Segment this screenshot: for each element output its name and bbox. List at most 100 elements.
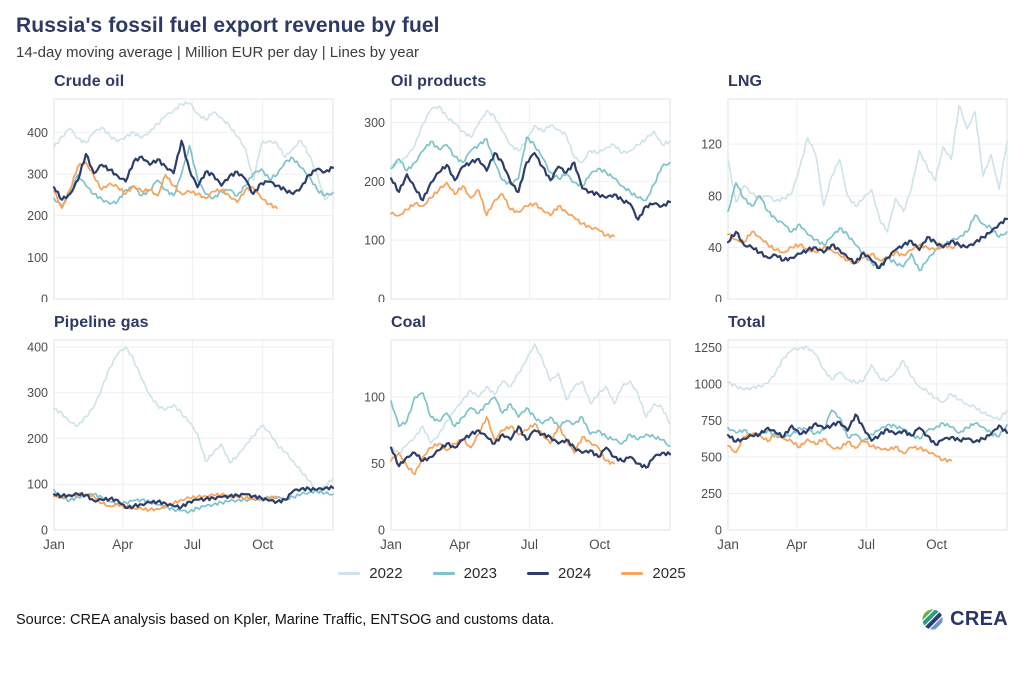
x-tick-label: Apr bbox=[786, 537, 808, 552]
series-line-2024 bbox=[389, 152, 671, 221]
x-tick-label: Jan bbox=[380, 537, 402, 552]
series-line-2022 bbox=[390, 343, 671, 454]
y-tick-label: 1000 bbox=[694, 377, 722, 391]
y-tick-label: 200 bbox=[27, 432, 48, 446]
series-line-2024 bbox=[726, 217, 1008, 270]
y-tick-label: 0 bbox=[41, 293, 48, 303]
y-tick-label: 100 bbox=[27, 251, 48, 265]
legend-dash-icon bbox=[621, 572, 644, 575]
panel-total: Total 0 250 500 750 1000 1250 Jan Apr Jul Oct bbox=[690, 314, 1008, 555]
plot-total: 0 250 500 750 1000 1250 Jan Apr Jul Oct bbox=[694, 339, 1008, 552]
footer: Source: CREA analysis based on Kpler, Ma… bbox=[16, 608, 1008, 631]
series-line-2022 bbox=[53, 101, 334, 201]
y-tick-label: 0 bbox=[378, 524, 385, 538]
y-tick-label: 400 bbox=[27, 340, 48, 354]
legend-label: 2023 bbox=[463, 565, 497, 582]
y-tick-label: 300 bbox=[364, 116, 385, 130]
source-text: Source: CREA analysis based on Kpler, Ma… bbox=[16, 611, 555, 628]
panel-title-oil-products: Oil products bbox=[391, 73, 487, 90]
x-tick-label: Jan bbox=[43, 537, 65, 552]
y-tick-label: 0 bbox=[378, 293, 385, 303]
legend: 2022 2023 2024 2025 bbox=[16, 565, 1008, 582]
y-tick-label: 200 bbox=[27, 209, 48, 223]
x-tick-label: Jan bbox=[717, 537, 739, 552]
series-line-2025 bbox=[53, 161, 279, 210]
y-tick-label: 100 bbox=[27, 478, 48, 492]
y-tick-label: 200 bbox=[364, 175, 385, 189]
x-tick-label: Oct bbox=[926, 537, 947, 552]
page: Russia's fossil fuel export revenue by f… bbox=[16, 14, 1008, 631]
legend-item-2022: 2022 bbox=[338, 565, 403, 582]
y-tick-label: 40 bbox=[708, 241, 722, 255]
x-tick-label: Oct bbox=[252, 537, 273, 552]
y-tick-label: 250 bbox=[701, 487, 722, 501]
legend-item-2023: 2023 bbox=[432, 565, 497, 582]
charts-grid: Crude oil 0 100 200 300 400 Oil products 0 100 20… bbox=[16, 73, 1008, 555]
y-tick-label: 1250 bbox=[694, 341, 722, 355]
series-line-2025 bbox=[727, 432, 953, 463]
series-line-2024 bbox=[389, 425, 671, 469]
y-tick-label: 300 bbox=[27, 168, 48, 182]
series-line-2023 bbox=[727, 182, 1008, 272]
y-tick-label: 300 bbox=[27, 386, 48, 400]
plot-pipeline-gas: 0 100 200 300 400 Jan Apr Jul Oct bbox=[27, 339, 334, 552]
x-tick-label: Oct bbox=[589, 537, 610, 552]
series-line-2024 bbox=[726, 413, 1008, 446]
crea-logo-icon bbox=[921, 608, 945, 631]
y-tick-label: 500 bbox=[701, 450, 722, 464]
legend-dash-icon bbox=[527, 572, 549, 575]
y-tick-label: 80 bbox=[708, 189, 722, 203]
panel-title-lng: LNG bbox=[728, 73, 763, 90]
panel-pipeline-gas: Pipeline gas 0 100 200 300 400 Jan Apr Jul Oct bbox=[16, 314, 334, 555]
series-line-2025 bbox=[390, 416, 616, 476]
series-line-2023 bbox=[727, 409, 1008, 443]
y-tick-label: 120 bbox=[701, 138, 722, 152]
plot-oil-products: 0 100 200 300 bbox=[364, 98, 671, 303]
panel-title-pipeline-gas: Pipeline gas bbox=[54, 314, 149, 331]
series-line-2022 bbox=[53, 346, 334, 494]
panel-crude-oil: Crude oil 0 100 200 300 400 bbox=[16, 73, 334, 302]
crea-logo: CREA bbox=[921, 608, 1008, 631]
y-tick-label: 0 bbox=[715, 524, 722, 538]
panel-title-total: Total bbox=[728, 314, 766, 331]
series-line-2023 bbox=[390, 136, 671, 202]
legend-dash-icon bbox=[338, 572, 361, 575]
crea-logo-text: CREA bbox=[950, 608, 1008, 630]
chart-title: Russia's fossil fuel export revenue by f… bbox=[16, 14, 440, 37]
y-tick-label: 100 bbox=[364, 234, 385, 248]
plot-coal: 0 50 100 Jan Apr Jul Oct bbox=[364, 339, 671, 552]
x-tick-label: Jul bbox=[521, 537, 538, 552]
y-tick-label: 100 bbox=[364, 391, 385, 405]
y-tick-label: 750 bbox=[701, 414, 722, 428]
legend-item-2024: 2024 bbox=[527, 565, 591, 582]
chart-subtitle: 14-day moving average | Million EUR per … bbox=[16, 44, 419, 61]
x-tick-label: Apr bbox=[112, 537, 134, 552]
x-tick-label: Jul bbox=[858, 537, 875, 552]
y-tick-label: 50 bbox=[371, 457, 385, 471]
y-tick-label: 400 bbox=[27, 126, 48, 140]
series-line-2023 bbox=[53, 144, 334, 208]
panel-lng: LNG 0 40 80 120 bbox=[690, 73, 1008, 302]
y-tick-label: 0 bbox=[41, 524, 48, 538]
legend-item-2025: 2025 bbox=[621, 565, 686, 582]
legend-label: 2025 bbox=[652, 565, 686, 582]
legend-label: 2022 bbox=[369, 565, 403, 582]
series-line-2022 bbox=[390, 105, 671, 168]
panel-title-crude-oil: Crude oil bbox=[54, 73, 125, 90]
series-line-2025 bbox=[390, 181, 616, 239]
series-line-2023 bbox=[390, 392, 671, 448]
panel-coal: Coal 0 50 100 Jan Apr Jul Oct bbox=[353, 314, 671, 555]
series-line-2025 bbox=[727, 230, 961, 264]
panel-oil-products: Oil products 0 100 200 300 bbox=[353, 73, 671, 302]
plot-crude-oil: 0 100 200 300 400 bbox=[27, 98, 334, 303]
legend-label: 2024 bbox=[558, 565, 592, 582]
y-tick-label: 0 bbox=[715, 293, 722, 303]
plot-lng: 0 40 80 120 bbox=[701, 98, 1008, 303]
x-tick-label: Jul bbox=[184, 537, 201, 552]
legend-dash-icon bbox=[432, 572, 455, 575]
series-line-2024 bbox=[52, 139, 334, 201]
series-line-2024 bbox=[52, 485, 334, 510]
x-tick-label: Apr bbox=[449, 537, 471, 552]
series-line-2022 bbox=[727, 345, 1008, 421]
panel-title-coal: Coal bbox=[391, 314, 427, 331]
